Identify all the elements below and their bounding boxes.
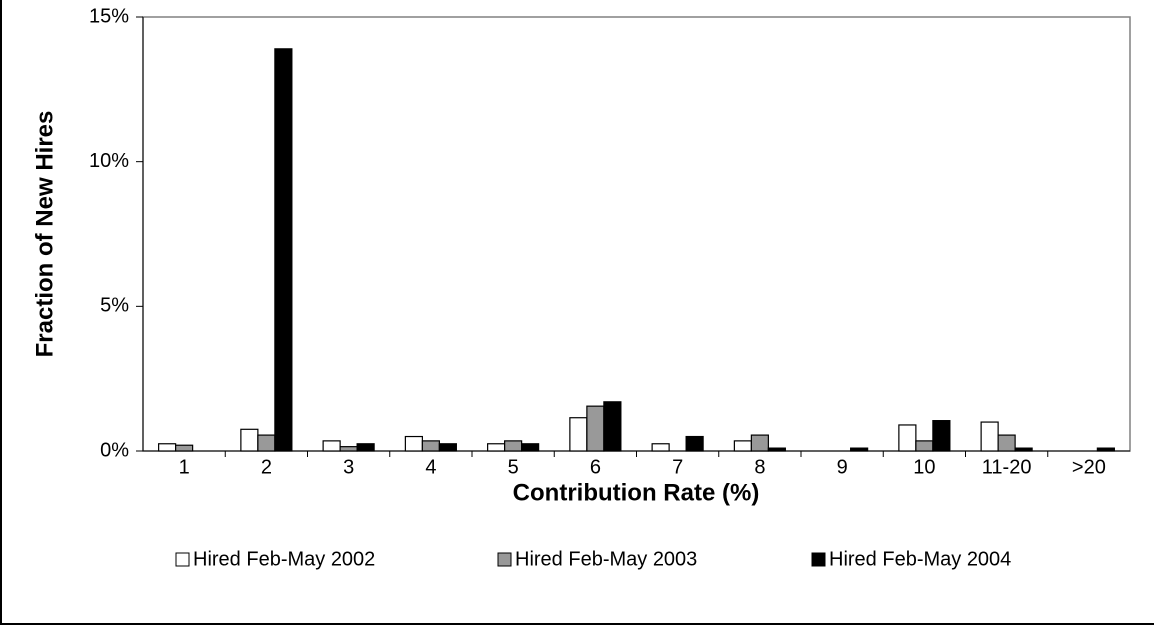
bar [569,417,588,452]
bar [322,440,341,452]
legend-swatch [497,552,512,567]
bar [339,446,358,452]
x-tick-label: 11-20 [982,456,1032,478]
y-tick-label: 0% [100,439,129,461]
bar [421,440,440,452]
bar [750,434,769,452]
bar [274,48,293,452]
bar [915,440,934,452]
bar [1096,447,1115,452]
x-tick-label: >20 [1072,456,1106,478]
bar [504,440,523,452]
y-tick-label: 5% [100,295,129,317]
bar [685,435,704,452]
x-tick-label: 7 [672,456,683,478]
legend-label: Hired Feb-May 2002 [193,548,375,570]
legend-swatch [811,552,826,567]
bar [257,434,276,452]
x-tick-label: 6 [590,456,601,478]
bar [175,444,194,452]
legend-label: Hired Feb-May 2003 [515,548,697,570]
x-tick-label: 3 [343,456,354,478]
legend-swatch [175,552,190,567]
legend-label: Hired Feb-May 2004 [829,548,1011,570]
bar [521,443,540,452]
bar [487,443,506,452]
bar [997,434,1016,452]
bar [603,401,622,452]
x-tick-label: 5 [508,456,519,478]
bar [438,443,457,452]
x-axis-title: Contribution Rate (%) [513,479,760,506]
y-axis-title: Fraction of New Hires [31,111,58,358]
bar [898,424,917,452]
x-tick-label: 4 [425,456,436,478]
bar [651,443,670,452]
bar [1014,447,1033,452]
bar [980,421,999,452]
y-tick-label: 15% [89,5,129,27]
bar [240,428,259,452]
bar [767,447,786,452]
bar [158,443,177,452]
bar [356,443,375,452]
x-tick-label: 1 [179,456,190,478]
bar [586,405,605,452]
x-tick-label: 8 [754,456,765,478]
x-tick-label: 10 [913,456,935,478]
y-tick-label: 10% [89,150,129,172]
x-tick-label: 2 [261,456,272,478]
bar [932,420,951,452]
bar [850,447,869,452]
bar [404,435,423,452]
x-tick-label: 9 [837,456,848,478]
bar [733,440,752,452]
